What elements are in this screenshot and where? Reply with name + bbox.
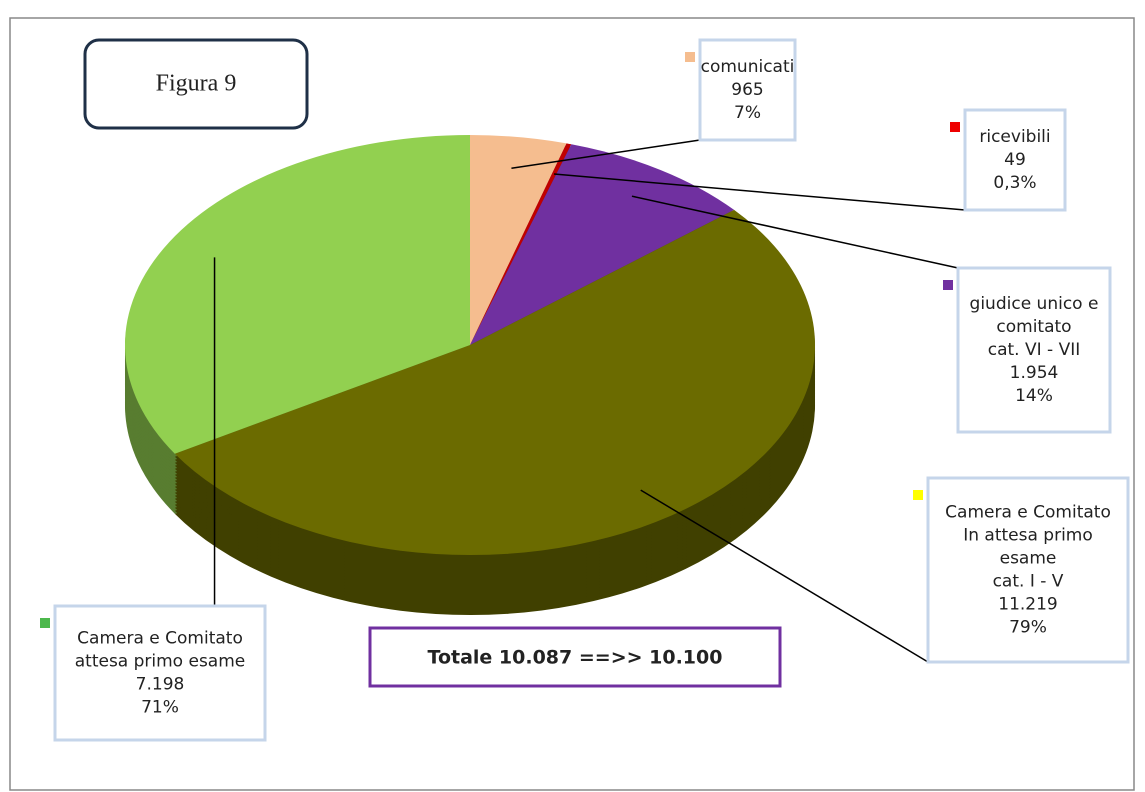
category-label: giudice unico e (970, 294, 1099, 314)
category-label: cat. I - V (993, 572, 1064, 592)
legend-marker (943, 280, 953, 290)
value-label: 11.219 (998, 595, 1057, 615)
category-label: ricevibili (979, 127, 1050, 147)
leader-line (631, 195, 959, 269)
total-annotation: Totale 10.087 ==>> 10.100 (428, 647, 723, 669)
category-label: Camera e Comitato (77, 629, 243, 649)
label-box (926, 476, 1130, 664)
legend-marker (685, 52, 695, 62)
category-label: comunicati (701, 57, 795, 77)
value-label: 7% (734, 103, 761, 123)
label-box (963, 108, 1067, 212)
slice (174, 209, 816, 556)
category-label: esame (1000, 549, 1057, 569)
label-box (956, 266, 1112, 434)
legend-marker (40, 618, 50, 628)
value-label: 49 (1004, 150, 1026, 170)
leader-line (553, 173, 966, 211)
leader-line (511, 139, 701, 170)
category-label: Camera e Comitato (945, 503, 1111, 523)
title-box (83, 38, 309, 130)
category-label: attesa primo esame (75, 652, 246, 672)
slice (470, 143, 572, 345)
category-label: cat. VI - VII (988, 340, 1080, 360)
chart-title: Figura 9 (156, 71, 237, 97)
category-label: In attesa primo (963, 526, 1093, 546)
leader-line (640, 489, 929, 663)
legend-marker (950, 122, 960, 132)
slice (124, 135, 471, 454)
label-box (698, 38, 797, 142)
value-label: 0,3% (993, 173, 1036, 193)
value-label: 1.954 (1010, 363, 1059, 383)
value-label: 14% (1015, 386, 1053, 406)
value-label: 79% (1009, 618, 1047, 638)
label-box (53, 604, 267, 742)
category-label: comitato (996, 317, 1071, 337)
value-label: 965 (731, 80, 763, 100)
slice (470, 144, 735, 345)
legend-marker (913, 490, 923, 500)
total-box (368, 626, 782, 688)
slice (470, 135, 567, 345)
value-label: 7.198 (136, 675, 185, 695)
value-label: 71% (141, 698, 179, 718)
